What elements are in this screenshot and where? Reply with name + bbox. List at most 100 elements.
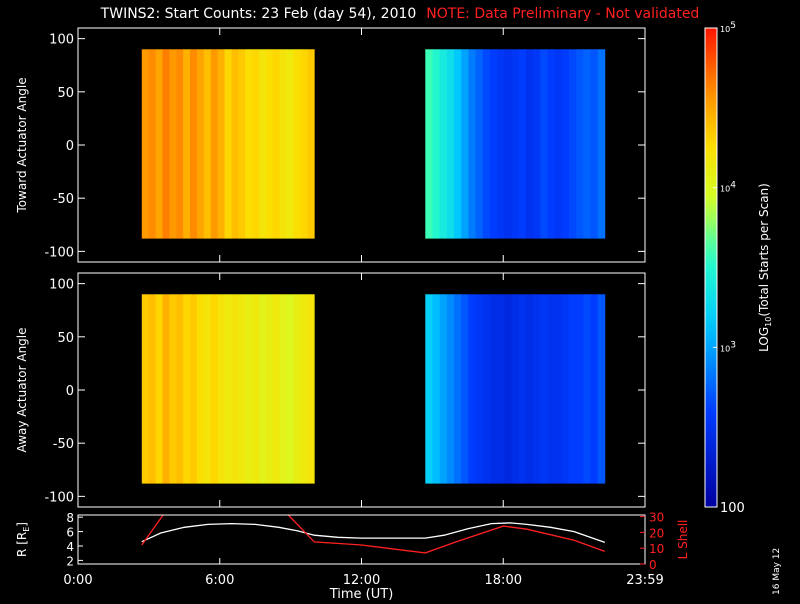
- heatmap-cell-away-1-15: [533, 294, 541, 484]
- colorbar-tick-exp-4: 4: [730, 181, 736, 191]
- heatmap-cell-away-0-12: [224, 294, 232, 484]
- heatmap-cell-away-0-23: [300, 294, 308, 484]
- heatmap-cell-away-0-16: [252, 294, 260, 484]
- ylabel-away: Away Actuator Angle: [15, 327, 29, 452]
- ytick-label-away-100: 100: [49, 278, 74, 293]
- heatmap-cell-away-1-14: [525, 294, 534, 484]
- xlabel-time: Time (UT): [329, 587, 394, 600]
- ytick-label-lshell-10: 10: [649, 542, 664, 556]
- heatmap-cell-toward-0-13: [231, 49, 239, 239]
- heatmap-cell-toward-1-22: [583, 49, 591, 239]
- heatmap-cell-away-1-8: [482, 294, 491, 484]
- ylabel-r-end: ]: [15, 522, 29, 527]
- ytick-label-orbit-8: 8: [66, 511, 74, 525]
- colorbar-label-suffix: (Total Starts per Scan): [757, 183, 771, 317]
- heatmap-cell-away-1-9: [489, 294, 498, 484]
- heatmap-panel-toward: 100 50 0 -50 -100 Toward Actuator Angle: [15, 27, 646, 263]
- heatmap-cell-away-1-12: [511, 294, 520, 484]
- heatmap-cell-toward-1-11: [504, 49, 512, 239]
- heatmap-cell-away-1-17: [547, 294, 555, 484]
- heatmap-cell-toward-1-8: [482, 49, 491, 239]
- heatmap-cell-away-1-16: [540, 294, 548, 484]
- ytick-label-orbit-4: 4: [66, 540, 74, 554]
- figure-title: TWINS2: Start Counts: 23 Feb (day 54), 2…: [0, 6, 800, 22]
- heatmap-cell-away-1-6: [468, 294, 476, 484]
- date-stamp: 16 May 12: [772, 547, 782, 595]
- heatmap-cell-toward-1-1: [432, 49, 441, 239]
- heatmap-cell-toward-0-3: [162, 49, 170, 239]
- ytick-label-orbit-6: 6: [66, 526, 74, 540]
- heatmap-cell-away-0-13: [231, 294, 239, 484]
- heatmap-cell-toward-0-11: [217, 49, 225, 239]
- ylabel-toward: Toward Actuator Angle: [15, 77, 29, 213]
- heatmap-cell-away-1-5: [461, 294, 469, 484]
- heatmap-cell-away-0-19: [272, 294, 281, 484]
- heatmap-cell-toward-0-5: [176, 49, 184, 239]
- heatmap-cell-away-0-17: [259, 294, 267, 484]
- ytick-label-toward--100: -100: [44, 245, 74, 260]
- colorbar-tick-label-2: 100: [720, 501, 745, 516]
- colorbar-tick-label-5: 105: [720, 21, 736, 34]
- heatmap-cell-away-1-1: [432, 294, 441, 484]
- heatmap-cell-toward-1-16: [540, 49, 548, 239]
- heatmap-cell-toward-1-4: [454, 49, 462, 239]
- heatmap-cell-toward-1-12: [511, 49, 520, 239]
- xtick-label-6: 6:00: [205, 573, 234, 588]
- heatmap-cell-toward-1-6: [468, 49, 476, 239]
- xtick-label-18: 18:00: [485, 573, 522, 588]
- heatmap-cell-away-1-13: [518, 294, 527, 484]
- heatmap-cell-toward-0-20: [279, 49, 288, 239]
- heatmap-cell-toward-1-2: [439, 49, 448, 239]
- heatmap-cell-away-0-20: [279, 294, 288, 484]
- ytick-label-orbit-2: 2: [66, 554, 74, 568]
- heatmap-cell-toward-0-23: [300, 49, 308, 239]
- title-main: TWINS2: Start Counts: 23 Feb (day 54), 2…: [100, 6, 417, 22]
- heatmap-cell-toward-0-12: [224, 49, 232, 239]
- heatmap-cell-toward-0-8: [196, 49, 205, 239]
- ytick-label-toward--50: -50: [53, 192, 74, 207]
- heatmap-cell-toward-1-18: [554, 49, 563, 239]
- heatmap-cell-away-0-7: [190, 294, 198, 484]
- heatmap-cell-away-1-10: [497, 294, 505, 484]
- series-line-r: [141, 522, 606, 544]
- heatmap-cell-away-1-19: [561, 294, 570, 484]
- ytick-label-away--50: -50: [53, 437, 74, 452]
- heatmap-cell-toward-0-4: [169, 49, 177, 239]
- ytick-label-lshell-0: 0: [649, 558, 657, 572]
- heatmap-cell-away-0-10: [210, 294, 219, 484]
- heatmap-cell-away-0-22: [293, 294, 301, 484]
- heatmap-cell-away-1-4: [454, 294, 462, 484]
- series-line-lshell: [141, 514, 606, 554]
- colorbar-tick-label-3: 103: [720, 340, 736, 353]
- heatmap-cell-toward-1-24: [597, 49, 606, 239]
- heatmap-cell-toward-1-3: [446, 49, 455, 239]
- heatmap-cell-toward-0-9: [203, 49, 212, 239]
- heatmap-cell-away-1-3: [446, 294, 455, 484]
- heatmap-cell-toward-1-13: [518, 49, 527, 239]
- title-note: NOTE: Data Preliminary - Not validated: [426, 6, 700, 22]
- heatmap-cell-away-0-6: [183, 294, 191, 484]
- heatmap-cell-toward-1-14: [525, 49, 534, 239]
- heatmap-cell-away-0-4: [169, 294, 177, 484]
- heatmap-cell-toward-1-9: [489, 49, 498, 239]
- heatmap-cell-toward-1-20: [568, 49, 577, 239]
- heatmap-cell-toward-0-16: [252, 49, 260, 239]
- heatmap-cell-toward-1-15: [533, 49, 541, 239]
- heatmap-panel-away: 100 50 0 -50 -100 Away Actuator Angle: [15, 272, 646, 508]
- xtick-label-24: 23:59: [626, 573, 663, 588]
- panel-frame-orbit: [77, 514, 646, 565]
- heatmap-cell-away-1-18: [554, 294, 563, 484]
- heatmap-cell-away-0-0: [141, 294, 150, 484]
- colorbar-tick-label-4: 104: [720, 181, 736, 194]
- heatmap-cell-away-1-24: [597, 294, 606, 484]
- heatmap-cell-toward-0-22: [293, 49, 301, 239]
- colorbar-label-sub: 10: [764, 317, 773, 327]
- colorbar-scale: [704, 27, 718, 508]
- heatmap-cell-away-0-1: [148, 294, 156, 484]
- heatmap-cell-away-0-15: [245, 294, 253, 484]
- heatmap-cell-toward-1-10: [497, 49, 505, 239]
